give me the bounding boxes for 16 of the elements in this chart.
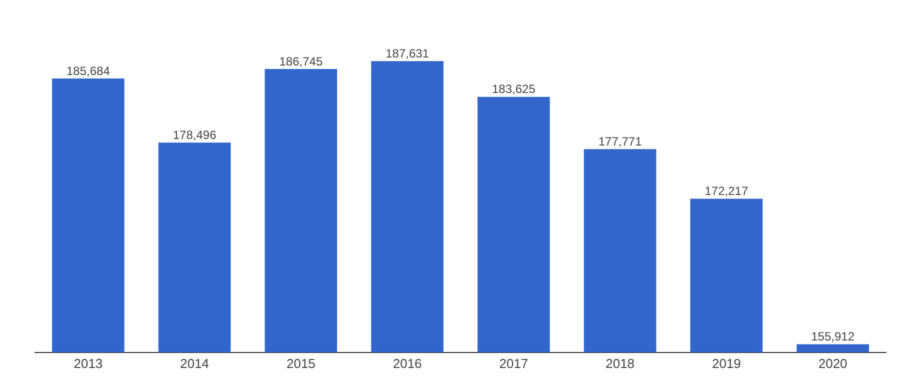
data-label: 183,625: [492, 82, 536, 96]
x-tick-label: 2019: [712, 356, 741, 371]
data-label: 177,771: [598, 134, 642, 148]
x-tick-label: 2016: [392, 356, 422, 371]
x-tick-label: 2013: [74, 356, 103, 371]
x-tick-label: 2014: [180, 356, 210, 371]
data-label: 187,631: [386, 46, 430, 60]
data-label: 186,745: [279, 54, 323, 68]
x-tick-label: 2020: [818, 356, 848, 371]
x-tick-label: 2017: [499, 356, 528, 371]
data-label: 178,496: [172, 128, 217, 142]
data-label: 172,217: [704, 184, 748, 198]
data-label: 155,912: [811, 330, 855, 344]
x-tick-label: 2018: [606, 356, 635, 371]
x-tick-label: 2015: [286, 356, 316, 371]
data-label: 185,684: [66, 64, 110, 78]
